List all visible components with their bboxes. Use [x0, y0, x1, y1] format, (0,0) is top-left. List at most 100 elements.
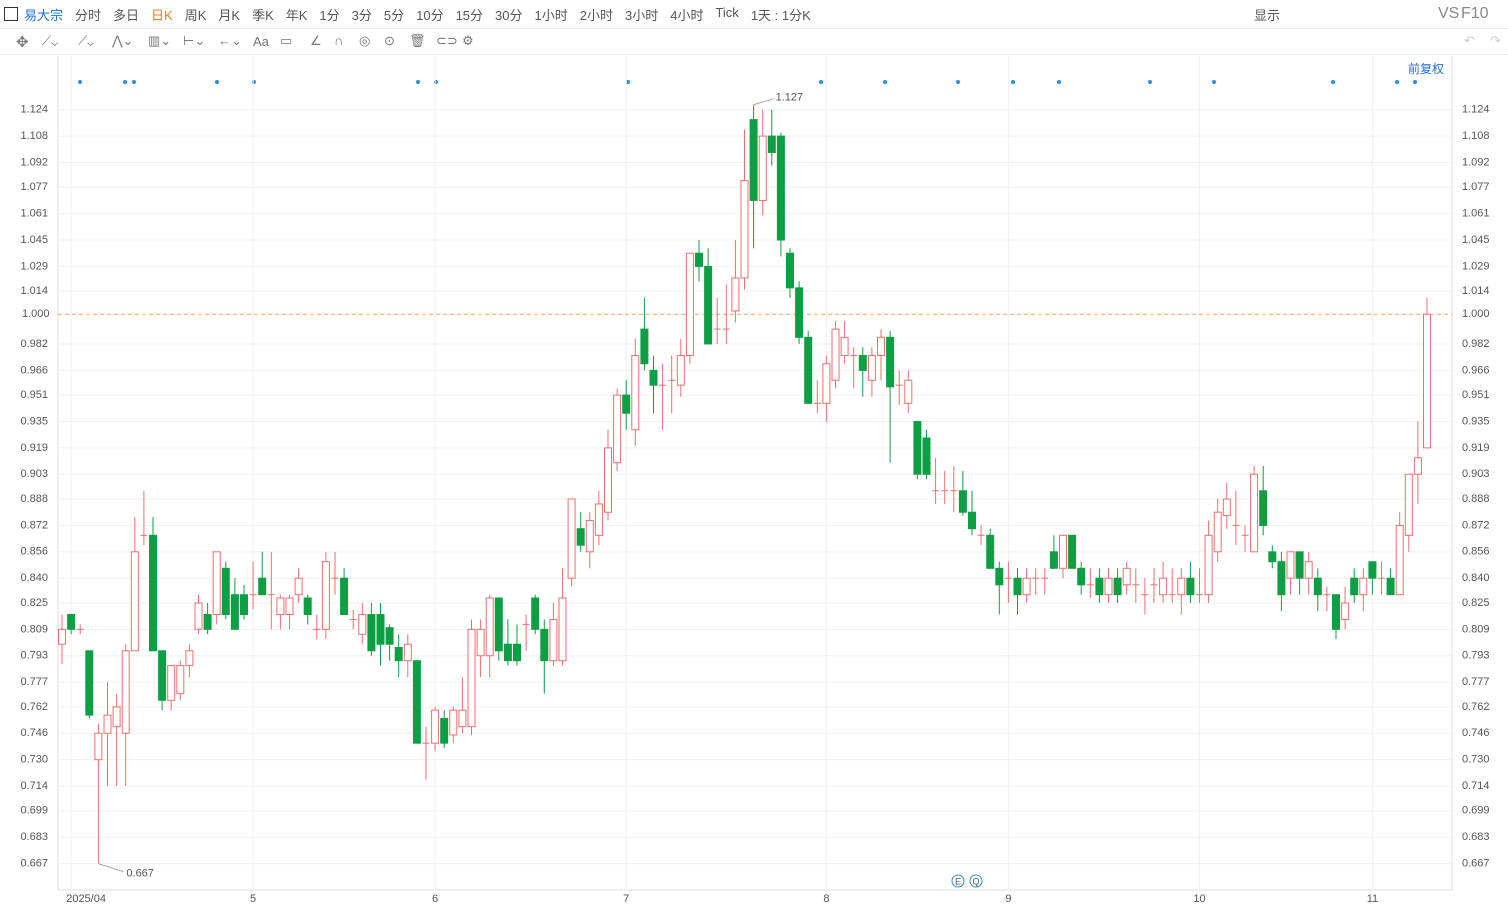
candle-body — [1250, 473, 1259, 553]
periods: 分时 多日 日K 周K 月K 季K 年K 1分 3分 5分 10分 15分 30分 1小时 2小时 3小时 4小… — [75, 5, 823, 24]
candle-body — [1022, 577, 1031, 596]
period-tab[interactable]: 2小时 — [579, 7, 613, 23]
event-badge[interactable] — [951, 874, 965, 888]
candle-body — [1113, 577, 1122, 596]
period-tab[interactable]: 1天 : 1分K — [750, 7, 811, 23]
y-tick-label: 0.777 — [20, 676, 48, 688]
period-tab[interactable]: 月K — [218, 7, 241, 23]
candle-body — [240, 594, 248, 616]
x-tick-label: 8 — [823, 893, 829, 905]
magnet-tool[interactable]: ∩ — [334, 33, 344, 48]
angle-tool[interactable]: ∠ — [310, 33, 322, 48]
candle-body — [1068, 534, 1077, 569]
y-tick-label-right: 0.809 — [1462, 623, 1490, 635]
candle-body — [403, 643, 412, 662]
period-tab[interactable]: 年K — [285, 7, 308, 23]
y-tick-label-right: 0.667 — [1462, 858, 1490, 870]
text-tool[interactable]: Aa — [253, 34, 269, 49]
eye-tool[interactable]: ⊙ — [384, 33, 395, 48]
period-tab[interactable]: 周K — [184, 7, 207, 23]
y-tick-label: 1.077 — [20, 181, 48, 193]
candle-body — [1177, 577, 1186, 596]
compare-tool[interactable]: ⊂⊃ — [436, 33, 458, 48]
candle-body — [503, 643, 512, 662]
candle-body — [604, 447, 612, 513]
x-tick-label: 5 — [250, 893, 256, 905]
last-price-label-right: 1.000 — [1462, 308, 1490, 320]
period-tab[interactable]: 5分 — [383, 7, 405, 23]
candle-body — [831, 328, 840, 381]
f10-button[interactable]: F10 — [1461, 5, 1489, 22]
period-tab[interactable]: 30分 — [495, 7, 523, 23]
last-price-label: 1.000 — [22, 308, 50, 320]
arrow-tool[interactable]: ←⌄ — [218, 33, 242, 48]
candle-body — [149, 534, 157, 652]
y-tick-label-right: 0.951 — [1462, 389, 1490, 401]
candle-body — [986, 534, 995, 569]
period-tab[interactable]: 10分 — [416, 7, 444, 23]
period-tab[interactable]: 季K — [252, 7, 274, 23]
candle-body — [622, 394, 631, 414]
y-tick-label-right: 0.777 — [1462, 676, 1490, 688]
candle-body — [1159, 577, 1168, 596]
period-tab[interactable]: 日K — [151, 7, 173, 23]
candle-body — [321, 561, 330, 630]
symbol[interactable]: 易大宗 — [24, 7, 64, 23]
period-tab[interactable]: 15分 — [455, 7, 484, 23]
candle-body — [1286, 551, 1295, 579]
delete-tool[interactable]: 🗑 — [409, 33, 426, 48]
y-tick-label: 0.714 — [20, 780, 48, 792]
candle-body — [804, 336, 813, 404]
wave-tool[interactable]: ⋀⌄ — [112, 33, 134, 48]
candle-body — [1213, 511, 1222, 553]
sidebar-toggle[interactable] — [4, 7, 18, 21]
period-tab[interactable]: 3小时 — [624, 7, 659, 23]
candle-body — [1368, 561, 1377, 579]
candle-body — [995, 567, 1004, 586]
period-tab[interactable]: 1分 — [319, 7, 340, 23]
y-tick-label-right: 1.029 — [1462, 260, 1490, 272]
vs-button[interactable]: VS — [1438, 5, 1460, 22]
candle-body — [767, 135, 776, 154]
candle-body — [822, 363, 831, 404]
candle-body — [758, 135, 767, 201]
candle-body — [904, 379, 913, 404]
low-label: 0.667 — [126, 868, 154, 880]
event-badge[interactable] — [969, 874, 983, 888]
candle-body — [358, 614, 367, 635]
note-tool[interactable]: ▭ — [280, 33, 293, 48]
period-tab[interactable]: 多日 — [113, 7, 140, 23]
candle-body — [1204, 534, 1213, 596]
range-tool[interactable]: ⊢⌄ — [183, 33, 206, 48]
period-tab[interactable]: 1小时 — [534, 7, 568, 23]
candle-body — [1359, 577, 1368, 596]
x-tick-label: 9 — [1005, 893, 1011, 905]
line-tool[interactable]: ⟋⌄ — [42, 33, 59, 48]
candle-body — [303, 597, 312, 616]
period-tab[interactable]: 4小时 — [670, 7, 704, 23]
candle-body — [1222, 498, 1231, 517]
candle-body — [103, 714, 112, 734]
period-tab[interactable]: 3分 — [351, 7, 372, 23]
redo[interactable]: ↷ — [1490, 33, 1501, 48]
period-tab[interactable]: Tick — [715, 4, 739, 20]
candle-body — [340, 577, 349, 616]
candle-body — [540, 628, 549, 662]
settings-tool[interactable]: ⚙ — [462, 33, 474, 48]
x-tick-label: 6 — [432, 893, 438, 905]
adjust-button[interactable]: 前复权 — [1408, 62, 1445, 76]
candle-body — [230, 594, 239, 630]
candle-body — [840, 336, 849, 356]
candle-body — [731, 277, 740, 312]
pen-tool[interactable]: ⟋⌄ — [78, 33, 95, 48]
chart-tool[interactable]: ▥⌄ — [148, 33, 172, 48]
move-tool[interactable]: ✥ — [16, 34, 29, 51]
y-tick-label: 1.061 — [20, 208, 48, 220]
candle-body — [1077, 567, 1086, 586]
candle-body — [649, 369, 658, 386]
y-tick-label: 0.683 — [20, 831, 48, 843]
period-tab[interactable]: 分时 — [75, 7, 102, 23]
undo[interactable]: ↶ — [1464, 33, 1475, 48]
display-menu[interactable]: 显示 — [1254, 7, 1281, 23]
hide-tool[interactable]: ◎ — [359, 33, 371, 48]
